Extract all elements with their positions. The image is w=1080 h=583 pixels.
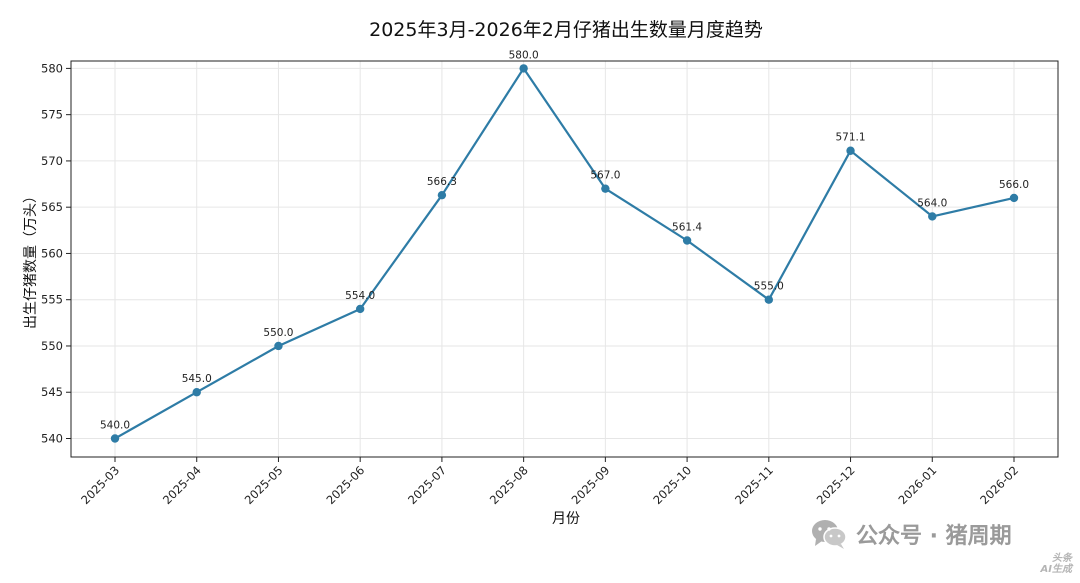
x-tick-label: 2025-05 xyxy=(242,463,286,507)
data-label: 564.0 xyxy=(917,197,947,209)
wechat-icon xyxy=(812,520,847,549)
ai-badge: 头条 AI生成 xyxy=(1041,553,1072,575)
grid-lines xyxy=(71,61,1058,457)
y-tick-label: 565 xyxy=(41,200,63,214)
data-point xyxy=(110,434,120,443)
data-point xyxy=(519,64,528,73)
data-point xyxy=(192,388,201,397)
data-label: 571.1 xyxy=(836,132,866,144)
y-tick-label: 540 xyxy=(41,431,63,445)
data-label: 555.0 xyxy=(754,281,784,293)
data-label: 567.0 xyxy=(590,170,620,182)
chart-title: 2025年3月-2026年2月仔猪出生数量月度趋势 xyxy=(369,19,763,41)
x-tick-label: 2025-11 xyxy=(732,463,776,507)
y-axis-label: 出生仔猪数量（万头） xyxy=(23,189,39,329)
data-label: 550.0 xyxy=(263,327,293,339)
data-point xyxy=(355,304,365,314)
data-point xyxy=(846,146,855,155)
y-tick-label: 545 xyxy=(41,385,63,399)
y-tick-label: 555 xyxy=(41,293,63,307)
x-tick-label: 2025-08 xyxy=(487,463,531,507)
data-point xyxy=(601,184,610,193)
x-tick-label: 2025-10 xyxy=(650,463,694,507)
data-point xyxy=(1009,193,1019,203)
data-label: 561.4 xyxy=(672,221,702,233)
x-tick-label: 2025-06 xyxy=(323,463,367,507)
y-tick-label: 550 xyxy=(41,339,63,353)
x-tick-label: 2025-09 xyxy=(569,463,613,507)
data-point xyxy=(764,295,774,304)
x-axis-label: 月份 xyxy=(552,511,580,527)
watermark: 公众号 · 猪周期 xyxy=(810,518,1012,550)
plot-frame xyxy=(70,60,1059,458)
data-label: 554.0 xyxy=(345,290,375,302)
data-label: 566.3 xyxy=(427,176,457,188)
ai-badge-line2: AI生成 xyxy=(1040,564,1072,575)
x-tick-label: 2025-04 xyxy=(160,463,204,507)
y-tick-label: 580 xyxy=(41,61,63,75)
x-tick-label: 2025-07 xyxy=(405,463,449,507)
watermark-text: 公众号 · 猪周期 xyxy=(856,524,1012,549)
x-tick-label: 2025-03 xyxy=(78,463,122,507)
x-tick-label: 2025-12 xyxy=(814,463,858,507)
data-point xyxy=(437,190,447,200)
data-point xyxy=(274,341,283,351)
data-label: 566.0 xyxy=(999,179,1029,191)
ai-badge-line1: 头条 xyxy=(1052,553,1072,564)
series-line xyxy=(114,67,1015,440)
x-axis: 2025-03 2025-04 2025-05 2025-06 2025-07 2025-… xyxy=(78,457,1021,507)
data-labels: 540.0 545.0 550.0 554.0 566.3 580.0 567.0 561.4… xyxy=(100,49,1029,431)
data-label: 545.0 xyxy=(182,373,212,385)
y-axis: 540 545 550 555 560 565 570 575 580 xyxy=(41,61,71,445)
data-label: 540.0 xyxy=(100,419,130,431)
y-tick-label: 560 xyxy=(41,246,63,260)
y-tick-label: 570 xyxy=(41,154,63,168)
data-point xyxy=(682,236,692,245)
data-point xyxy=(928,212,937,221)
data-points xyxy=(110,64,1019,443)
x-tick-label: 2026-02 xyxy=(977,463,1021,507)
data-label: 580.0 xyxy=(509,49,539,61)
x-tick-label: 2026-01 xyxy=(896,463,940,507)
y-tick-label: 575 xyxy=(41,108,63,122)
